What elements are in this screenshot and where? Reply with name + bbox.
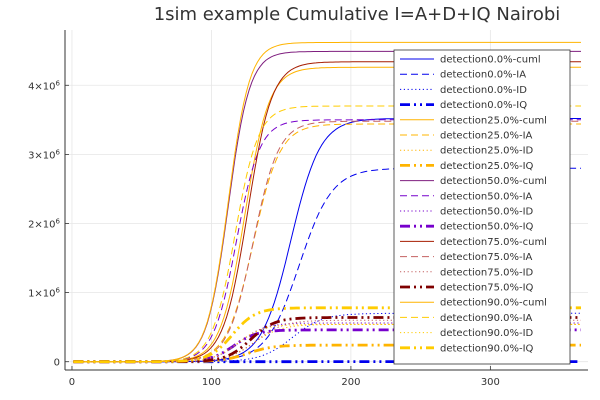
y-tick-label: 2×106 <box>28 217 60 230</box>
legend-entry-label: detection75.0%-ID <box>440 267 534 278</box>
legend: detection0.0%-cuml detection0.0%-IA detect… <box>393 49 571 365</box>
legend-entry-label: detection0.0%-IA <box>440 70 526 81</box>
series-line-detection25.0%-IA <box>73 123 581 363</box>
legend-entry-label: detection90.0%-IQ <box>440 343 534 354</box>
x-tick-label: 300 <box>481 377 500 388</box>
legend-entry-label: detection0.0%-IQ <box>440 100 527 111</box>
series-line-detection50.0%-IA <box>73 119 581 363</box>
series-line-detection90.0%-IQ <box>73 306 581 364</box>
legend-entry-label: detection25.0%-ID <box>440 146 534 157</box>
legend-entry-label: detection25.0%-cuml <box>440 115 547 126</box>
legend-entry-label: detection75.0%-IA <box>440 252 533 263</box>
axes: 0 100 200 300 0 1×106 2×106 3×106 4×106 <box>28 30 588 388</box>
series-line-detection90.0%-IA <box>73 105 581 363</box>
legend-entry-label: detection50.0%-IA <box>440 191 533 202</box>
legend-entry-label: detection90.0%-ID <box>440 328 534 339</box>
y-tick-label: 0 <box>54 358 60 369</box>
legend-entry-label: detection50.0%-ID <box>440 207 534 218</box>
x-tick-label: 0 <box>69 377 75 388</box>
x-tick-label: 200 <box>341 377 360 388</box>
legend-entry-label: detection75.0%-cuml <box>440 237 547 248</box>
legend-entry-label: detection50.0%-IQ <box>440 222 534 233</box>
legend-entry-label: detection25.0%-IA <box>440 131 533 142</box>
legend-entry-label: detection90.0%-cuml <box>440 298 547 309</box>
chart-title: 1sim example Cumulative I=A+D+IQ Nairobi <box>154 4 561 25</box>
legend-box <box>393 49 571 365</box>
y-tick-label: 3×106 <box>28 148 60 161</box>
legend-entry-label: detection50.0%-cuml <box>440 176 547 187</box>
legend-entry-label: detection90.0%-IA <box>440 313 533 324</box>
y-tick-label: 4×106 <box>28 79 60 92</box>
x-tick-label: 100 <box>202 377 221 388</box>
legend-entry-label: detection0.0%-ID <box>440 85 527 96</box>
legend-entry-label: detection0.0%-cuml <box>440 55 541 66</box>
legend-entry-label: detection25.0%-IQ <box>440 161 534 172</box>
y-tick-label: 1×106 <box>28 287 60 300</box>
legend-entry-label: detection75.0%-IQ <box>440 283 534 294</box>
